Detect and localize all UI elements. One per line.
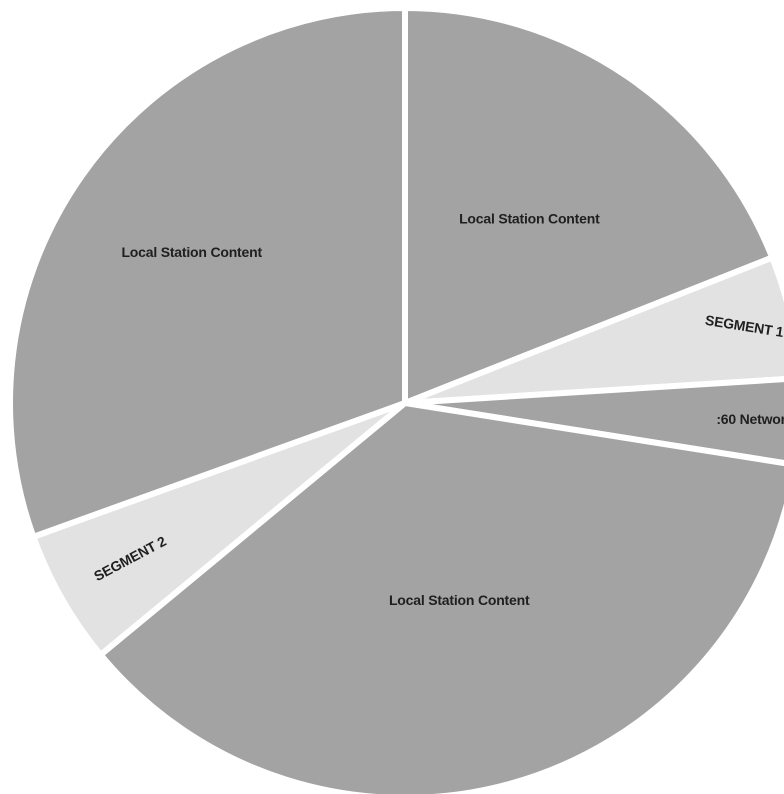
pie-slices [7, 4, 784, 794]
pie-slice-label: :60 Network Spot [716, 411, 784, 427]
pie-slice [402, 4, 777, 408]
pie-slice-label: Local Station Content [121, 244, 262, 260]
pie-slice-label: Local Station Content [459, 211, 600, 227]
pie-slice [404, 376, 784, 467]
pie-slice [403, 253, 784, 406]
pie-slice [7, 4, 408, 541]
pie-slice-label: Local Station Content [389, 592, 530, 608]
pie-slice [96, 399, 784, 794]
